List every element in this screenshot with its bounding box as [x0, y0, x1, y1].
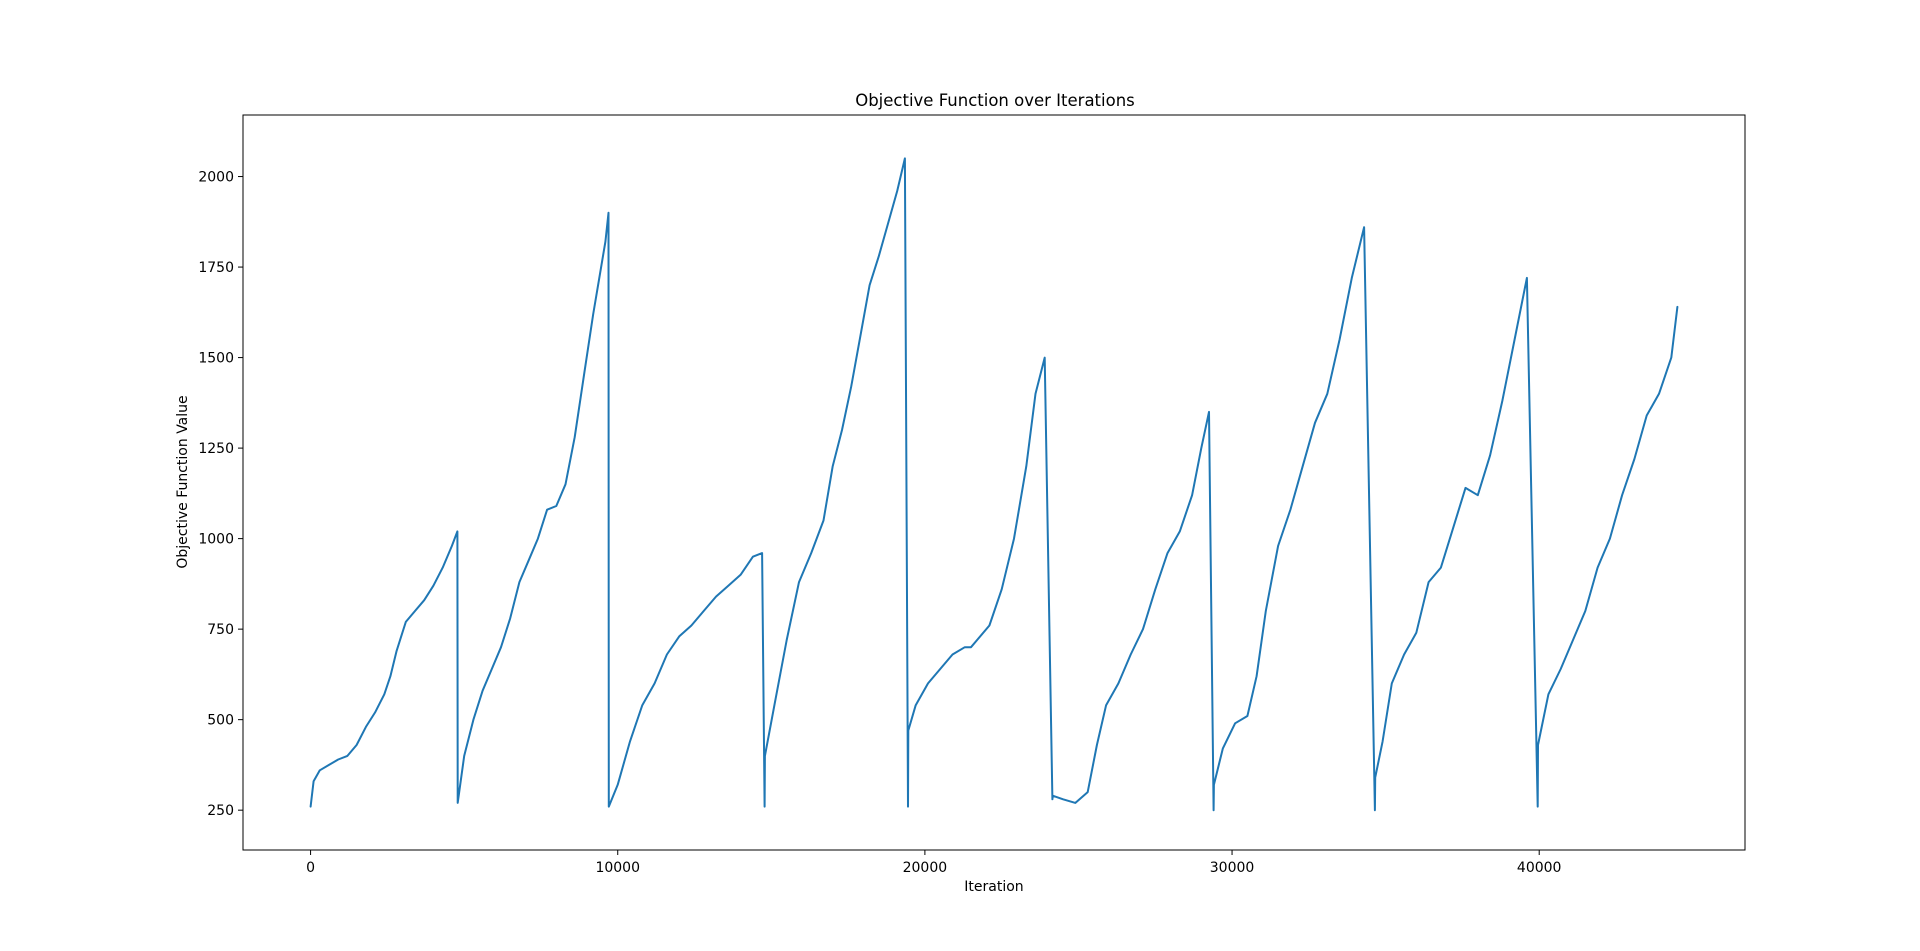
- y-axis: 250 500 750 1000 1250 1500 1750 2000: [198, 170, 243, 819]
- x-tick-label: 20000: [903, 860, 948, 876]
- series-line-0: [309, 157, 1679, 812]
- chart-title: Objective Function over Iterations: [855, 91, 1135, 110]
- y-tick-label: 2000: [198, 170, 234, 186]
- y-axis-label: Objective Function Value: [175, 395, 191, 568]
- y-tick-label: 750: [207, 622, 234, 638]
- y-tick-label: 250: [207, 803, 234, 819]
- x-tick-label: 0: [306, 860, 315, 876]
- series-group: [309, 157, 1679, 812]
- plot-frame: [242, 114, 1746, 851]
- x-tick-label: 40000: [1517, 860, 1562, 876]
- y-tick-label: 1000: [198, 532, 234, 548]
- x-axis-label: Iteration: [964, 879, 1023, 895]
- x-tick-label: 30000: [1210, 860, 1255, 876]
- x-tick-label: 10000: [595, 860, 640, 876]
- y-tick-label: 1500: [198, 351, 234, 367]
- y-tick-label: 1750: [198, 260, 234, 276]
- y-tick-label: 500: [207, 713, 234, 729]
- plot-area: [242, 114, 1746, 851]
- x-axis: 0 10000 20000 30000 40000: [306, 850, 1561, 876]
- y-tick-label: 1250: [198, 441, 234, 457]
